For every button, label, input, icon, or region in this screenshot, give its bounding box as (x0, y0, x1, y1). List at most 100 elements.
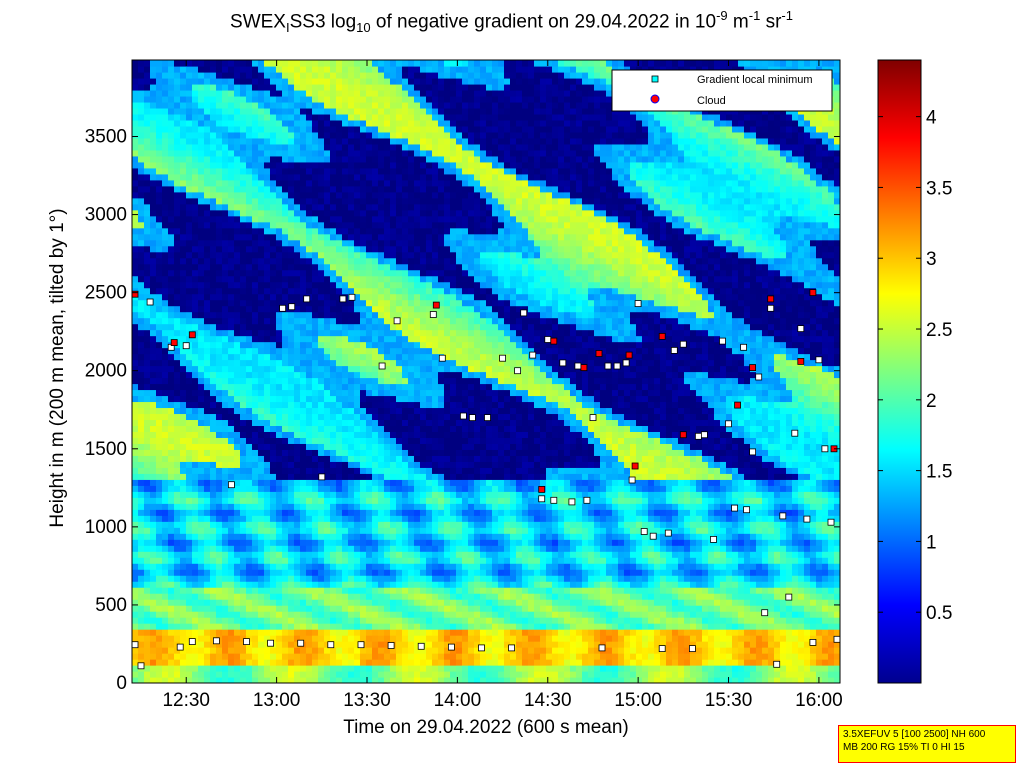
heatmap-cell (300, 665, 307, 672)
heatmap-cell (150, 209, 157, 217)
heatmap-cell (348, 191, 355, 199)
heatmap-cell (330, 389, 337, 397)
heatmap-cell (150, 89, 157, 97)
heatmap-cell (264, 479, 271, 486)
heatmap-cell (354, 83, 361, 91)
heatmap-cell (360, 137, 367, 145)
heatmap-cell (402, 551, 409, 558)
heatmap-cell (252, 83, 259, 91)
heatmap-cell (288, 173, 295, 181)
heatmap-cell (138, 377, 145, 385)
heatmap-cell (378, 329, 385, 337)
heatmap-cell (300, 509, 307, 516)
heatmap-cell (354, 251, 361, 259)
heatmap-cell (366, 149, 373, 157)
heatmap-cell (168, 257, 175, 265)
heatmap-cell (372, 335, 379, 343)
heatmap-cell (336, 437, 343, 444)
heatmap-cell (132, 635, 139, 642)
heatmap-cell (384, 131, 391, 139)
heatmap-cell (294, 557, 301, 564)
heatmap-cell (186, 659, 193, 666)
heatmap-cell (306, 137, 313, 145)
heatmap-cell (396, 125, 403, 133)
heatmap-cell (198, 587, 205, 594)
heatmap-cell (378, 407, 385, 415)
heatmap-cell (402, 431, 409, 438)
heatmap-cell (234, 335, 241, 343)
heatmap-cell (402, 461, 409, 468)
heatmap-cell (180, 347, 187, 355)
heatmap-cell (198, 161, 205, 169)
heatmap-cell (270, 569, 277, 576)
heatmap-cell (408, 437, 415, 444)
heatmap-cell (384, 593, 391, 600)
heatmap-cell (162, 605, 169, 612)
heatmap-cell (360, 389, 367, 397)
heatmap-cell (414, 221, 421, 229)
heatmap-cell (336, 101, 343, 109)
heatmap-cell (396, 461, 403, 468)
heatmap-cell (228, 659, 235, 666)
heatmap-cell (144, 137, 151, 145)
heatmap-cell (198, 665, 205, 672)
heatmap-cell (342, 101, 349, 109)
heatmap-cell (276, 641, 283, 648)
heatmap-cell (378, 395, 385, 403)
heatmap-cell (276, 245, 283, 253)
heatmap-cell (258, 65, 265, 73)
heatmap-cell (354, 275, 361, 283)
heatmap-cell (192, 263, 199, 271)
heatmap-cell (294, 419, 301, 427)
heatmap-cell (414, 539, 421, 546)
heatmap-cell (396, 341, 403, 349)
heatmap-cell (372, 125, 379, 133)
heatmap-cell (378, 641, 385, 648)
heatmap-cell (186, 647, 193, 654)
heatmap-cell (174, 527, 181, 534)
heatmap-cell (354, 671, 361, 678)
heatmap-cell (168, 653, 175, 660)
heatmap-cell (216, 179, 223, 187)
heatmap-cell (228, 203, 235, 211)
heatmap-cell (216, 60, 223, 67)
heatmap-cell (360, 569, 367, 576)
heatmap-cell (276, 275, 283, 283)
heatmap-cell (312, 149, 319, 157)
heatmap-cell (252, 299, 259, 307)
heatmap-cell (240, 413, 247, 421)
heatmap-cell (192, 149, 199, 157)
heatmap-cell (150, 101, 157, 109)
heatmap-cell (138, 245, 145, 253)
heatmap-cell (192, 659, 199, 666)
heatmap-cell (366, 125, 373, 133)
heatmap-cell (408, 149, 415, 157)
heatmap-cell (324, 185, 331, 193)
heatmap-cell (138, 95, 145, 103)
heatmap-cell (216, 203, 223, 211)
heatmap-cell (252, 509, 259, 516)
heatmap-cell (324, 527, 331, 534)
heatmap-cell (318, 581, 325, 588)
heatmap-cell (210, 239, 217, 247)
heatmap-cell (252, 227, 259, 235)
heatmap-cell (348, 77, 355, 85)
heatmap-cell (270, 299, 277, 307)
heatmap-cell (210, 413, 217, 421)
heatmap-cell (348, 455, 355, 462)
heatmap-cell (246, 617, 253, 624)
heatmap-cell (252, 221, 259, 229)
heatmap-cell (132, 197, 139, 205)
heatmap-cell (168, 365, 175, 373)
heatmap-cell (372, 65, 379, 73)
heatmap-cell (318, 269, 325, 277)
heatmap-cell (162, 665, 169, 672)
heatmap-cell (408, 155, 415, 163)
heatmap-cell (234, 60, 241, 67)
heatmap-cell (258, 563, 265, 570)
heatmap-cell (330, 635, 337, 642)
heatmap-cell (414, 455, 421, 462)
heatmap-cell (276, 83, 283, 91)
heatmap-cell (246, 575, 253, 582)
heatmap-cell (270, 269, 277, 277)
